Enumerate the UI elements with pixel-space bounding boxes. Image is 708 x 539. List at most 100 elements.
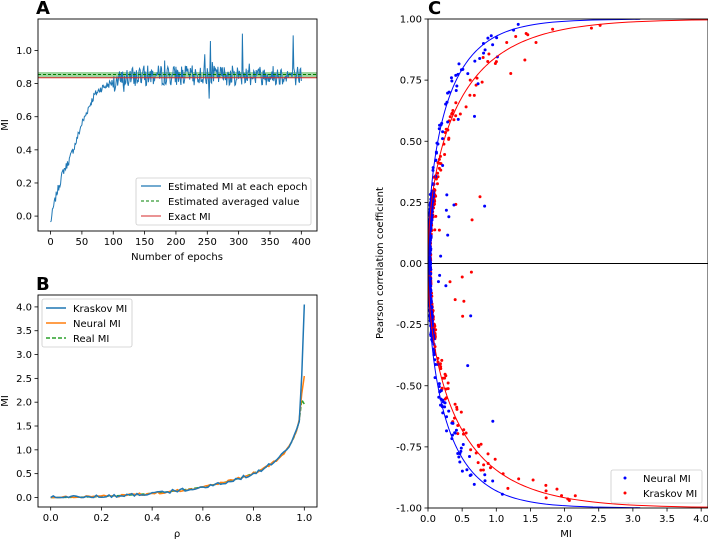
panel-b-letter: B [36, 274, 50, 295]
legend-c-neural-swatch [623, 476, 627, 480]
panel-c-point [560, 494, 564, 498]
panel-c-point [461, 314, 465, 318]
panel-c-point [451, 108, 455, 112]
panel-c-point [439, 365, 443, 369]
panel-c-point [506, 486, 510, 490]
panel-c-plot-area [428, 19, 708, 508]
panel-c-point [428, 265, 432, 269]
panel-c-point [447, 215, 451, 219]
panel-c-xtick-label: 3.0 [625, 514, 641, 525]
panel-c-point [493, 457, 497, 461]
panel-c-point [457, 455, 461, 459]
panel-c-point [456, 451, 460, 455]
panel-a-xtick-label: 250 [198, 237, 217, 248]
panel-b-legend-box [41, 298, 133, 348]
panel-c-point [458, 460, 462, 464]
panel-c-point [441, 130, 445, 134]
panel-c-point [456, 117, 460, 121]
panel-a-ytick-label: 0.2 [16, 178, 32, 189]
panel-c-point [454, 101, 458, 105]
panel-c-point [491, 43, 495, 47]
panel-b-xtick-label: 1.0 [296, 513, 312, 524]
panel-c-point [446, 381, 450, 385]
panel-a-epoch-line [50, 33, 302, 223]
panel-b-xlabel: ρ [174, 529, 180, 539]
panel-c-point [436, 171, 440, 175]
panel-c-point [440, 358, 444, 362]
panel-c-point [449, 76, 453, 80]
panel-c-ytick-label: -0.50 [396, 381, 422, 392]
panel-c-point [446, 387, 450, 391]
panel-c-point [472, 114, 476, 118]
panel-c-xtick-label: 1.0 [488, 514, 504, 525]
panel-c-point [473, 59, 477, 63]
panel-a-xtick-label: 50 [76, 237, 89, 248]
panel-b-ytick-label: 3.0 [16, 350, 32, 361]
panel-c-point [486, 59, 490, 63]
panel-c-point [448, 115, 452, 119]
panel-c-xlabel: MI [560, 529, 572, 539]
panel-c-point [436, 280, 440, 284]
panel-c-point [455, 407, 459, 411]
panel-c-point [493, 62, 497, 66]
panel-b-neural-mi-line [50, 375, 306, 499]
panel-c-point [446, 233, 450, 237]
panel-a-ytick-label: 1.0 [16, 46, 32, 57]
panel-c-point [430, 213, 434, 217]
panel-c-point [534, 41, 538, 45]
panel-c-point [446, 120, 450, 124]
panel-c-point [456, 424, 460, 428]
panel-c-ytick-label: 0.25 [400, 198, 422, 209]
panel-c-point [453, 298, 457, 302]
panel-c-xtick-label: 0.5 [454, 514, 470, 525]
panel-b-xtick-label: 0.8 [246, 513, 262, 524]
panel-c-point [443, 152, 447, 156]
panel-c-point [483, 473, 487, 477]
panel-c-point [443, 405, 447, 409]
panel-c-point [481, 468, 485, 472]
panel-c-point [452, 203, 456, 207]
legend-c-kraskov-swatch [623, 491, 627, 495]
panel-c-point [551, 27, 555, 31]
panel-c-ytick-label: -0.75 [396, 442, 422, 453]
panel-c-point [476, 461, 480, 465]
panel-c-xtick-label: 4.0 [693, 514, 708, 525]
panel-c-point [428, 276, 432, 280]
legend-a-exact: Exact MI [168, 212, 211, 223]
panel-c-point [453, 402, 457, 406]
panel-a-xtick-label: 150 [135, 237, 154, 248]
panel-c-point [439, 168, 443, 172]
panel-b-kraskov-mi-line [50, 304, 306, 499]
panel-c-point [483, 48, 487, 52]
panel-c-point [475, 76, 479, 80]
legend-c-neural: Neural MI [643, 474, 691, 485]
panel-b-chart: 0.0 0.2 0.4 0.6 0.8 1.0 0.0 0.5 1.0 1.5 2.0 2.5 3.0 3… [16, 294, 318, 524]
panel-c-point [439, 254, 443, 258]
panel-c-point [478, 56, 482, 60]
legend-a-epoch: Estimated MI at each epoch [168, 182, 307, 193]
panel-c-point [495, 36, 499, 40]
legend-b-real: Real MI [73, 334, 109, 345]
panel-c-xtick-label: 0.0 [420, 514, 436, 525]
panel-c-point [544, 496, 548, 500]
panel-c-point [488, 466, 492, 470]
panel-c-point [454, 428, 458, 432]
panel-b-ytick-label: 0.0 [16, 493, 32, 504]
panel-c-point [486, 452, 490, 456]
panel-c-point [444, 374, 448, 378]
panel-c-point [445, 193, 449, 197]
panel-c-point [468, 455, 472, 459]
panel-c-point [483, 204, 487, 208]
panel-b-legend: Kraskov MI Neural MI Real MI [41, 298, 133, 348]
panel-c-point [517, 477, 521, 481]
panel-c-point [444, 208, 448, 212]
panel-c-point [589, 26, 593, 30]
panel-c-point [469, 314, 473, 318]
panel-c-point [472, 482, 476, 486]
panel-c-point [468, 93, 472, 97]
panel-c-point [453, 431, 457, 435]
panel-c-point [460, 469, 464, 473]
panel-c-point [443, 401, 447, 405]
panel-c-point [445, 415, 449, 419]
